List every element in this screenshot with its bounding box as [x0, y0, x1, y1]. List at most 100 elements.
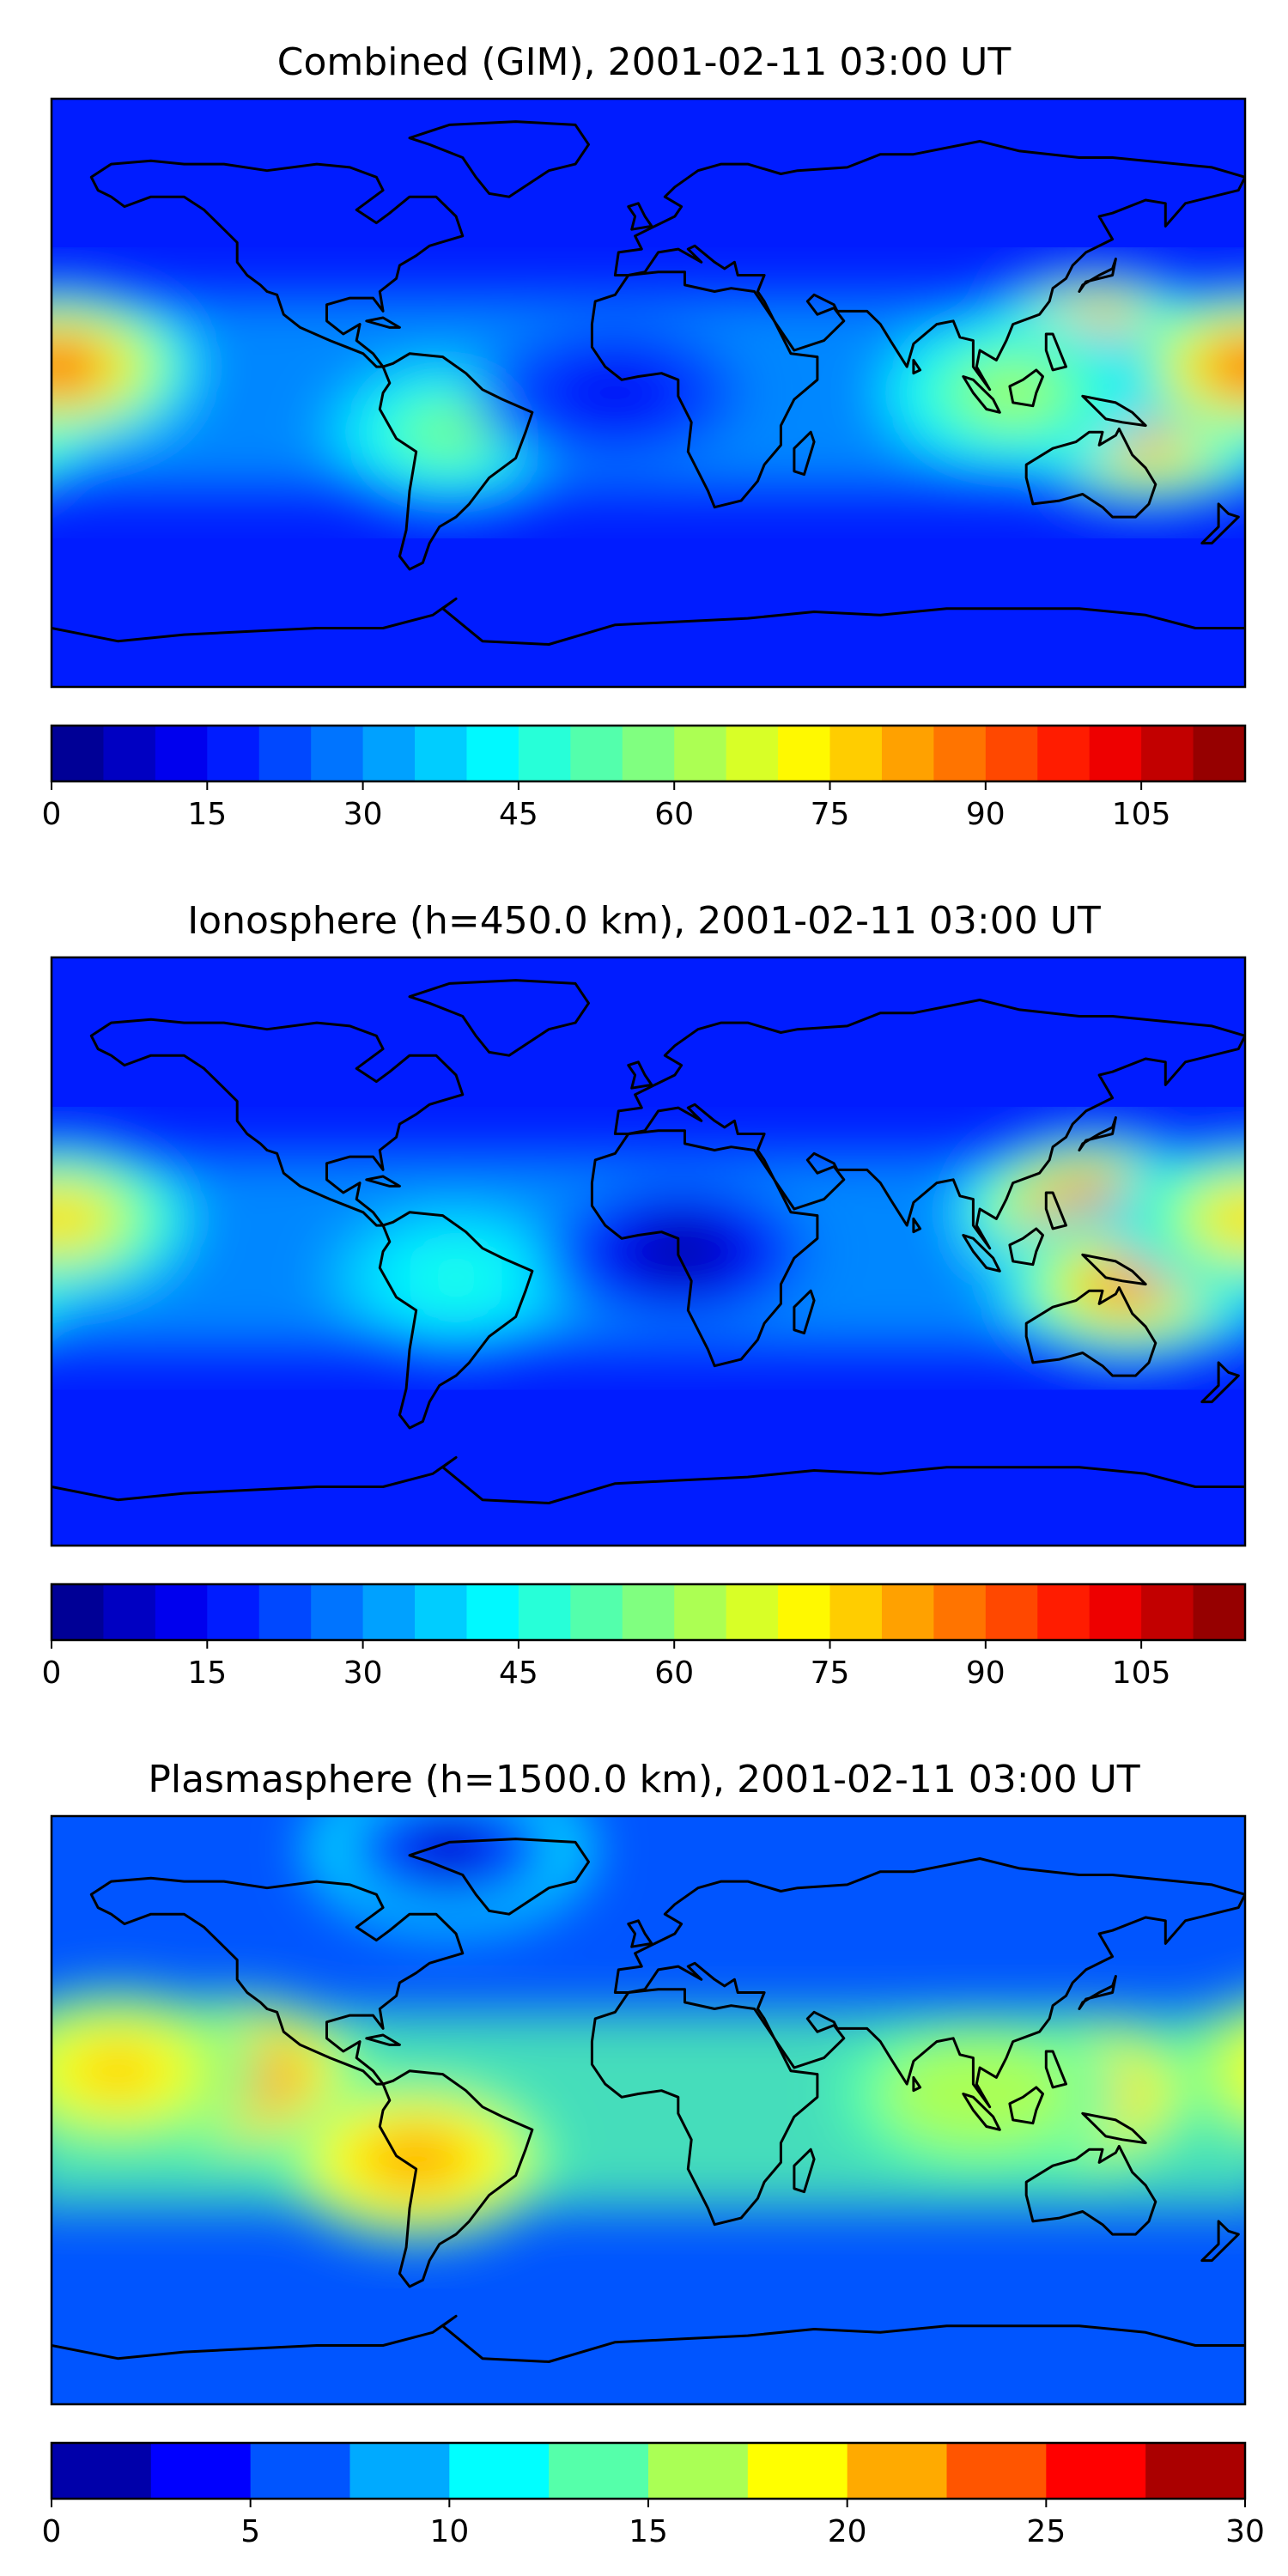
- panel-2-title: Ionosphere (h=450.0 km), 2001-02-11 03:0…: [187, 899, 1101, 943]
- panel-1-title: Combined (GIM), 2001-02-11 03:00 UT: [276, 40, 1012, 84]
- coastline-new-guinea: [1081, 394, 1147, 428]
- coastlines: [52, 1838, 1245, 2363]
- colorbar-segment: [52, 726, 105, 781]
- colorbar-tick-label: 15: [187, 797, 227, 832]
- coastline-cuba: [365, 1175, 401, 1188]
- colorbar-segment: [518, 1584, 571, 1640]
- blob-maritime-asia: [1096, 1265, 1162, 1303]
- coastline-new-zealand: [1200, 1361, 1240, 1404]
- coastline-africa: [590, 1988, 819, 2227]
- coastline-north-america: [89, 1018, 465, 1227]
- colorbar-tick-label: 25: [1026, 2514, 1066, 2549]
- coastline-south-america: [378, 2069, 534, 2288]
- colorbar-segment: [207, 1584, 260, 1640]
- colorbar-segment: [829, 1584, 883, 1640]
- map-frame: [50, 1814, 1247, 2406]
- blob-pacific-west-wrap: [1218, 1200, 1245, 1237]
- colorbar-segment: [1046, 2443, 1146, 2499]
- coastline-new-guinea: [1081, 1253, 1147, 1286]
- colorbar-segment: [674, 726, 727, 781]
- colorbar-segment: [570, 1584, 623, 1640]
- coastline-africa: [590, 1129, 819, 1368]
- coastline-japan: [1078, 1116, 1117, 1151]
- colorbar-segment: [52, 1584, 105, 1640]
- colorbar-tick-label: 15: [629, 2514, 668, 2549]
- coastline-madagascar: [793, 430, 816, 477]
- coastline-philippines: [1044, 2050, 1067, 2089]
- colorbar-segment: [258, 726, 312, 781]
- colorbar-segment: [155, 1584, 208, 1640]
- colorbar-tick-label: 0: [42, 2514, 62, 2549]
- colorbar-segment: [622, 726, 675, 781]
- colorbar-segment: [1089, 1584, 1142, 1640]
- field-smooth: [52, 1816, 1245, 2241]
- colorbar-tick-label: 30: [1225, 2514, 1265, 2549]
- colorbar-frame: [50, 724, 1247, 783]
- colorbar-segment: [466, 1584, 519, 1640]
- colorbar-segment: [1089, 726, 1142, 781]
- colorbar-segment: [985, 1584, 1038, 1640]
- coastline-borneo: [1008, 1227, 1044, 1267]
- coastline-africa: [590, 270, 819, 509]
- colorbar-segment: [1141, 1584, 1194, 1640]
- coastline-sumatra: [962, 375, 1001, 414]
- colorbar-segment: [933, 726, 987, 781]
- colorbar-segment: [674, 1584, 727, 1640]
- colorbar-tick-label: 0: [42, 797, 62, 832]
- colorbar-segment: [311, 1584, 364, 1640]
- coastline-greenland: [408, 979, 590, 1057]
- colorbar-segment: [881, 1584, 934, 1640]
- colorbar-segment: [829, 726, 883, 781]
- colorbar-segment: [103, 1584, 156, 1640]
- coastline-eurasia: [613, 1857, 1245, 2109]
- field-2: [52, 957, 1245, 1546]
- colorbar-segment: [881, 726, 934, 781]
- coastline-north-america: [89, 1876, 465, 2086]
- colorbar-tick-label: 60: [654, 1656, 694, 1691]
- colorbar-segment: [933, 1584, 987, 1640]
- colorbar-segment: [155, 726, 208, 781]
- coastline-eurasia: [613, 999, 1245, 1250]
- map-panel-3: 0 5 10 15 20 25 30: [42, 1814, 1265, 2549]
- colorbar-segment: [103, 726, 156, 781]
- coastline-cuba: [365, 2033, 401, 2046]
- blob-maritime-asia-wrap: [52, 1267, 56, 1302]
- coastline-sri-lanka: [912, 358, 922, 375]
- colorbar-segment: [946, 2443, 1047, 2499]
- colorbar-segment: [1193, 726, 1246, 781]
- colorbar-tick-label: 20: [828, 2514, 867, 2549]
- colorbar-segment: [52, 2443, 152, 2499]
- colorbar-segment: [1193, 1584, 1246, 1640]
- colorbar-1: 0 15 30 45 60 75 90 105: [42, 724, 1247, 832]
- colorbar-tick-label: 105: [1112, 1656, 1171, 1691]
- colorbar-segment: [349, 2443, 450, 2499]
- colorbar-tick-label: 45: [499, 1656, 538, 1691]
- coastline-antarctica: [52, 2314, 1245, 2363]
- coastline-north-america: [89, 159, 465, 368]
- blob-arctic-low: [416, 1830, 483, 1868]
- coastline-borneo: [1008, 2086, 1044, 2125]
- coastline-eurasia: [613, 140, 1245, 392]
- coastline-philippines: [1044, 332, 1067, 372]
- colorbar-tick-label: 10: [429, 2514, 469, 2549]
- coastline-antarctica: [52, 1455, 1245, 1504]
- colorbar-tick-label: 105: [1112, 797, 1171, 832]
- coastline-australia: [1024, 427, 1157, 519]
- colorbar-segment: [258, 1584, 312, 1640]
- coastline-madagascar: [793, 2148, 816, 2194]
- coastline-antarctica: [52, 597, 1245, 646]
- coastline-greenland: [408, 1838, 590, 1916]
- colorbar-segment: [570, 726, 623, 781]
- colorbar-tick-label: 90: [966, 1656, 1005, 1691]
- colorbar-segment: [250, 2443, 351, 2499]
- coastline-uk: [627, 1060, 653, 1090]
- colorbar-frame: [50, 1583, 1247, 1642]
- colorbar-segment: [362, 1584, 416, 1640]
- colorbar-tick-label: 60: [654, 797, 694, 832]
- colorbar-tick-label: 15: [187, 1656, 227, 1691]
- coastline-japan: [1078, 258, 1117, 293]
- colorbar-segment: [415, 1584, 468, 1640]
- colorbar-tick-label: 90: [966, 797, 1005, 832]
- colorbar-segment: [847, 2443, 948, 2499]
- colorbar-segment: [1037, 1584, 1091, 1640]
